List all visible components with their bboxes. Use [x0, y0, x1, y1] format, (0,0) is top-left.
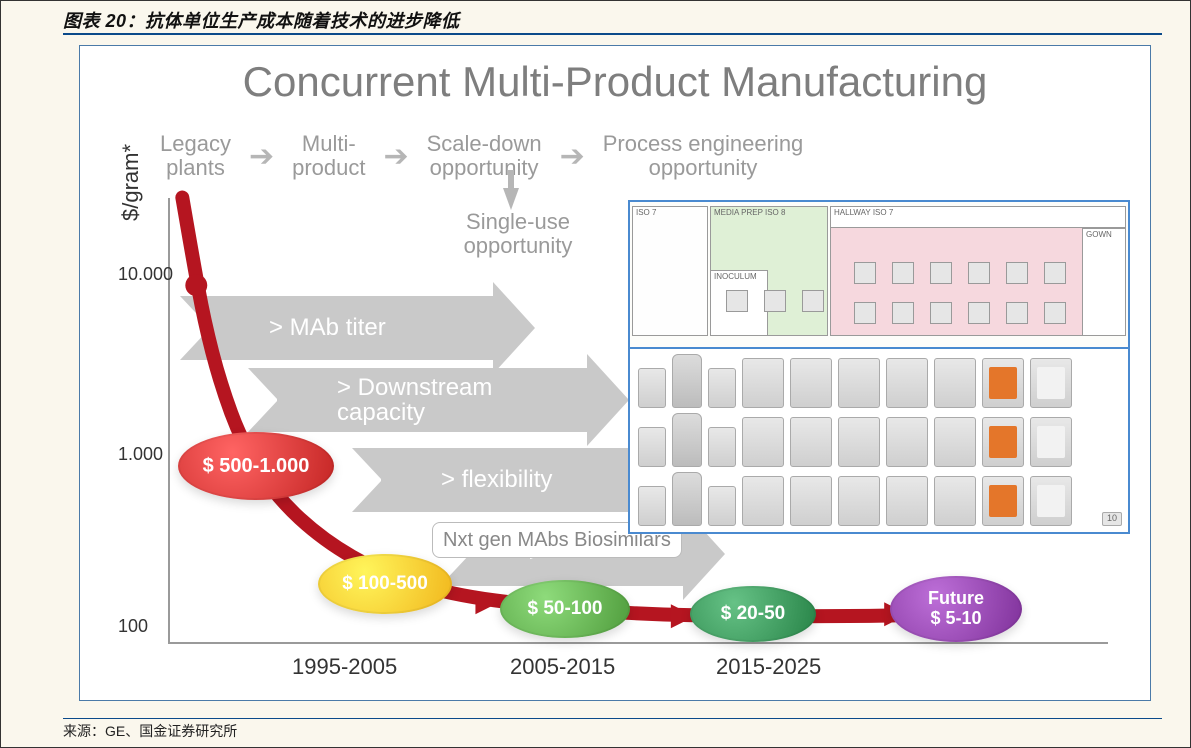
x-tick: 1995-2005 [292, 654, 397, 680]
equipment-icon [790, 358, 832, 408]
floorplan: ISO 7MEDIA PREP ISO 8INOCULUMBUFFER PREP… [630, 202, 1128, 349]
equipment-icon [742, 358, 784, 408]
cost-bubble: $ 50-100 [500, 580, 630, 638]
arrow-right-icon: ➔ [249, 139, 274, 174]
equipment-row [638, 471, 1120, 526]
y-axis-label: $/gram* [118, 144, 144, 221]
driver-arrow: > Downstream capacity [248, 354, 629, 446]
equipment-icon [638, 486, 666, 526]
equipment-icon [708, 486, 736, 526]
floorplan-label: GOWN [1086, 230, 1112, 239]
floorplan-room [632, 206, 708, 336]
arrow-right-icon: ➔ [560, 139, 585, 174]
y-tick: 1.000 [118, 444, 163, 465]
floorplan-unit [726, 290, 748, 312]
equipment-icon [742, 476, 784, 526]
equipment-row [638, 412, 1120, 467]
equipment-icon [838, 417, 880, 467]
equipment-row [638, 353, 1120, 408]
rule-bottom [63, 718, 1162, 719]
equipment-icon [790, 476, 832, 526]
floorplan-room [1082, 228, 1126, 336]
equipment-icon [838, 476, 880, 526]
x-tick: 2005-2015 [510, 654, 615, 680]
scroll-indicator: 10 [1102, 512, 1122, 526]
down-arrow-icon [503, 188, 519, 210]
equipment-icon [1030, 476, 1072, 526]
evo-label-2: Scale-down opportunity [427, 132, 542, 180]
down-arrow-stem [508, 170, 514, 190]
floorplan-unit [854, 262, 876, 284]
rule-top [63, 33, 1162, 35]
floorplan-unit [1006, 262, 1028, 284]
evo-label-1: Multi- product [292, 132, 365, 180]
floorplan-unit [1044, 262, 1066, 284]
cost-bubble: $ 20-50 [690, 586, 816, 642]
y-tick: 100 [118, 616, 148, 637]
equipment-icon [638, 427, 666, 467]
equipment-icon [672, 413, 702, 467]
floorplan-label: ISO 7 [636, 208, 656, 217]
evolution-row: Legacy plants ➔ Multi- product ➔ Scale-d… [160, 124, 1120, 188]
floorplan-unit [1044, 302, 1066, 324]
equipment-icon [886, 358, 928, 408]
floorplan-label: MEDIA PREP ISO 8 [714, 208, 785, 217]
equipment-icon [934, 358, 976, 408]
cost-bubble: $ 500-1.000 [178, 432, 334, 500]
equipment-icon [886, 417, 928, 467]
floorplan-unit [892, 302, 914, 324]
floorplan-unit [764, 290, 786, 312]
equipment-icon [934, 417, 976, 467]
equipment-icon [934, 476, 976, 526]
equipment-icon [1030, 417, 1072, 467]
evo-label-0: Legacy plants [160, 132, 231, 180]
equipment-icon [982, 358, 1024, 408]
evo-label-3: Process engineering opportunity [603, 132, 804, 180]
y-tick: 10.000 [118, 264, 173, 285]
equipment-icon [672, 354, 702, 408]
floorplan-unit [968, 302, 990, 324]
equipment-icon [1030, 358, 1072, 408]
page: 图表 20：抗体单位生产成本随着技术的进步降低 Concurrent Multi… [0, 0, 1191, 748]
arrow-right-icon: ➔ [383, 139, 408, 174]
floorplan-unit [854, 302, 876, 324]
inset-panel: ISO 7MEDIA PREP ISO 8INOCULUMBUFFER PREP… [628, 200, 1130, 534]
floorplan-unit [930, 302, 952, 324]
equipment-icon [982, 417, 1024, 467]
x-tick: 2015-2025 [716, 654, 821, 680]
floorplan-unit [930, 262, 952, 284]
floorplan-unit [1006, 302, 1028, 324]
x-axis [168, 642, 1108, 644]
single-use-label: Single-use opportunity [433, 210, 603, 258]
equipment-icon [742, 417, 784, 467]
floorplan-label: INOCULUM [714, 272, 757, 281]
source-line: 来源：GE、国金证券研究所 [63, 721, 237, 741]
figure-title: Concurrent Multi-Product Manufacturing [80, 58, 1150, 106]
equipment-grid [630, 347, 1128, 532]
cost-bubble: Future $ 5-10 [890, 576, 1022, 642]
floorplan-unit [968, 262, 990, 284]
floorplan-label: HALLWAY ISO 7 [834, 208, 893, 217]
cost-bubble: $ 100-500 [318, 554, 452, 614]
floorplan-unit [892, 262, 914, 284]
equipment-icon [886, 476, 928, 526]
equipment-icon [790, 417, 832, 467]
figure-caption: 图表 20：抗体单位生产成本随着技术的进步降低 [63, 7, 460, 33]
equipment-icon [672, 472, 702, 526]
floorplan-unit [802, 290, 824, 312]
figure-panel: Concurrent Multi-Product Manufacturing L… [79, 45, 1151, 701]
equipment-icon [638, 368, 666, 408]
equipment-icon [982, 476, 1024, 526]
equipment-icon [838, 358, 880, 408]
equipment-icon [708, 427, 736, 467]
equipment-icon [708, 368, 736, 408]
